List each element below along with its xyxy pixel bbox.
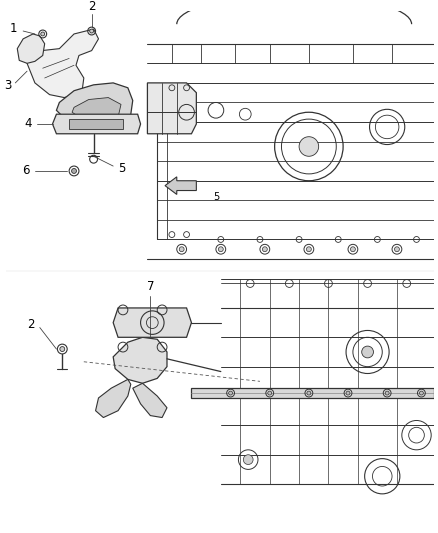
Circle shape: [90, 29, 94, 33]
Text: 5: 5: [213, 192, 219, 203]
Circle shape: [395, 247, 399, 252]
Polygon shape: [113, 337, 167, 383]
Polygon shape: [95, 379, 131, 417]
Polygon shape: [27, 29, 99, 98]
Circle shape: [385, 391, 389, 395]
Polygon shape: [53, 114, 141, 134]
Polygon shape: [148, 83, 196, 134]
Polygon shape: [57, 83, 133, 129]
Text: 2: 2: [88, 1, 95, 13]
Text: 1: 1: [10, 22, 17, 35]
Circle shape: [229, 391, 233, 395]
Circle shape: [41, 32, 45, 36]
Text: 2: 2: [28, 318, 35, 331]
Polygon shape: [72, 98, 121, 122]
Circle shape: [268, 391, 272, 395]
Circle shape: [244, 455, 253, 464]
Circle shape: [219, 247, 223, 252]
Polygon shape: [17, 34, 45, 63]
Polygon shape: [191, 388, 434, 398]
Text: 7: 7: [147, 280, 154, 293]
Text: 4: 4: [25, 117, 32, 131]
Polygon shape: [133, 383, 167, 417]
Circle shape: [71, 168, 77, 173]
Circle shape: [350, 247, 355, 252]
Circle shape: [307, 391, 311, 395]
Circle shape: [346, 391, 350, 395]
Polygon shape: [69, 119, 123, 129]
Polygon shape: [113, 308, 191, 337]
Circle shape: [262, 247, 267, 252]
Circle shape: [420, 391, 424, 395]
Circle shape: [307, 247, 311, 252]
Text: 3: 3: [4, 79, 11, 92]
Circle shape: [362, 346, 374, 358]
Polygon shape: [165, 177, 196, 195]
Circle shape: [60, 346, 65, 351]
Circle shape: [299, 136, 319, 156]
Text: 6: 6: [22, 165, 30, 177]
Text: 5: 5: [118, 161, 125, 174]
Circle shape: [179, 247, 184, 252]
